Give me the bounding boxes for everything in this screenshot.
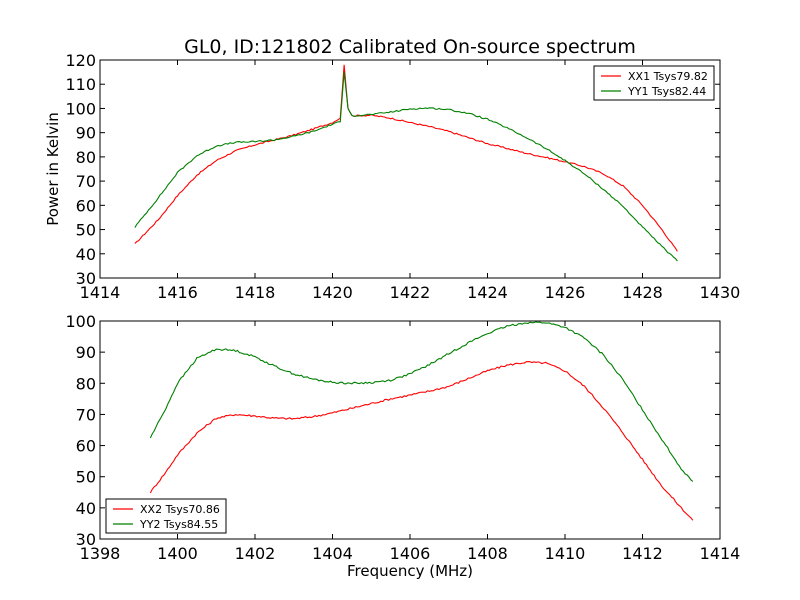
- x-tick-label: 1430: [700, 283, 741, 302]
- series-line-1: [149, 360, 694, 521]
- x-tick-label: 1428: [622, 283, 663, 302]
- x-tick-label: 1408: [467, 544, 508, 563]
- x-tick-label: 1404: [312, 544, 353, 563]
- y-tick-label: 90: [76, 343, 96, 362]
- y-tick-label: 40: [76, 245, 96, 264]
- y-tick-label: 100: [65, 99, 96, 118]
- bottom-plot: 1398 1400 1402 1404 1406 1408 1410 1412 1414 30 40…: [65, 312, 740, 580]
- x-axis-label: Frequency (MHz): [347, 562, 473, 580]
- y-tick-label: 40: [76, 499, 96, 518]
- legend-box: [105, 498, 227, 534]
- top-plot-ticks: 1414 1416 1418 1420 1422 1424 1426 1428 1430 30 40…: [65, 51, 740, 302]
- legend-box: [593, 65, 715, 101]
- x-tick-label: 1406: [390, 544, 431, 563]
- chart-title: GL0, ID:121802 Calibrated On-source spec…: [184, 36, 636, 58]
- legend-label: XX1 Tsys79.82: [628, 70, 708, 83]
- y-tick-label: 90: [76, 124, 96, 143]
- y-axis-label: Power in Kelvin: [44, 112, 62, 226]
- series-line-2: [149, 321, 694, 482]
- x-tick-label: 1426: [545, 283, 586, 302]
- top-plot-series: [134, 64, 678, 262]
- top-plot: 1414 1416 1418 1420 1422 1424 1426 1428 1430 30 40…: [44, 51, 740, 302]
- x-tick-label: 1420: [312, 283, 353, 302]
- y-tick-label: 50: [76, 221, 96, 240]
- y-tick-label: 110: [65, 75, 96, 94]
- bottom-legend: XX2 Tsys70.86 YY2 Tsys84.55: [105, 498, 227, 534]
- x-tick-label: 1410: [545, 544, 586, 563]
- y-tick-label: 70: [76, 405, 96, 424]
- y-tick-label: 80: [76, 374, 96, 393]
- y-tick-label: 100: [65, 312, 96, 331]
- x-tick-label: 1424: [467, 283, 508, 302]
- y-tick-label: 70: [76, 172, 96, 191]
- x-tick-label: 1422: [390, 283, 431, 302]
- y-tick-label: 60: [76, 196, 96, 215]
- x-tick-label: 1400: [157, 544, 198, 563]
- x-tick-label: 1414: [80, 283, 121, 302]
- y-tick-label: 120: [65, 51, 96, 70]
- y-tick-label: 30: [76, 530, 96, 549]
- x-tick-label: 1418: [235, 283, 276, 302]
- x-tick-label: 1402: [235, 544, 276, 563]
- bottom-plot-series: [149, 321, 694, 521]
- x-tick-label: 1414: [700, 544, 741, 563]
- legend-label: YY1 Tsys82.44: [627, 85, 706, 98]
- y-tick-label: 50: [76, 468, 96, 487]
- top-legend: XX1 Tsys79.82 YY1 Tsys82.44: [593, 65, 715, 101]
- x-tick-label: 1398: [80, 544, 121, 563]
- series-line-2: [134, 72, 678, 262]
- y-tick-label: 30: [76, 269, 96, 288]
- y-tick-label: 80: [76, 148, 96, 167]
- legend-label: XX2 Tsys70.86: [140, 503, 220, 516]
- series-line-1: [134, 64, 678, 252]
- bottom-plot-ticks: 1398 1400 1402 1404 1406 1408 1410 1412 1414 30 40…: [65, 312, 740, 563]
- x-tick-label: 1412: [622, 544, 663, 563]
- legend-label: YY2 Tsys84.55: [139, 518, 218, 531]
- y-tick-label: 60: [76, 437, 96, 456]
- x-tick-label: 1416: [157, 283, 198, 302]
